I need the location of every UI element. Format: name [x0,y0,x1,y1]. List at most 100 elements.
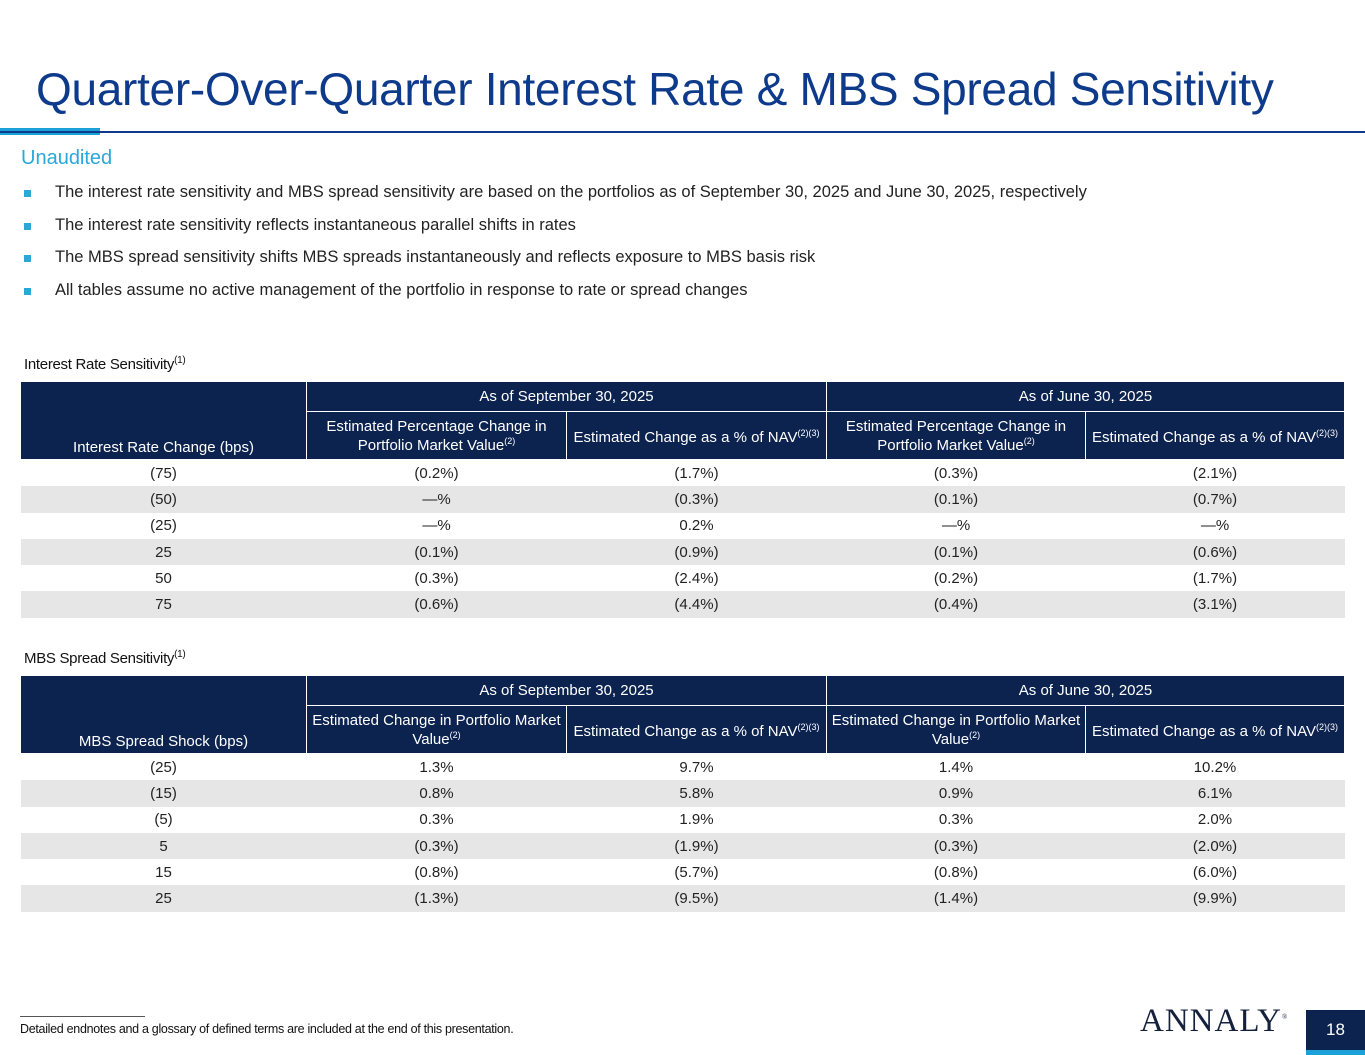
page-title: Quarter-Over-Quarter Interest Rate & MBS… [36,63,1274,115]
column-header-sup: (2) [449,729,461,740]
table-row: 25 (0.1%) (0.9%) (0.1%) (0.6%) [20,538,1345,566]
interest-rate-table-label: Interest Rate Sensitivity(1) [24,355,186,373]
value-cell: (1.9%) [566,832,827,860]
value-cell: 0.3% [938,811,974,829]
table-row: 50 (0.3%) (2.4%) (0.2%) (1.7%) [21,565,1345,591]
value-cell: 9.7% [679,758,714,776]
annaly-logo: ANNALY® [1140,1003,1289,1039]
value-cell: (0.9%) [566,538,827,566]
table-row: 15 (0.8%) (5.7%) (0.8%) (6.0%) [21,859,1345,885]
column-header-sup: (2) [1023,435,1035,446]
value-cell: (9.5%) [566,885,827,912]
value-cell: (6.0%) [1192,863,1238,881]
shock-cell: 15 [155,863,172,881]
table-row: (15) 0.8% 5.8% 0.9% 6.1% [20,780,1345,807]
row-header: MBS Spread Shock (bps) [20,675,307,754]
page-number: 18 [1306,1010,1365,1055]
column-header: Estimated Change as a % of NAV(2)(3) [566,411,827,460]
bullet-list: The interest rate sensitivity and MBS sp… [22,183,1087,313]
period-header: As of June 30, 2025 [826,675,1345,706]
table-row: (25) 1.3% 9.7% 1.4% 10.2% [21,754,1345,781]
period-header: As of September 30, 2025 [306,381,827,412]
value-cell: 1.9% [679,811,714,829]
mbs-spread-sensitivity-table: MBS Spread Shock (bps) As of September 30… [20,675,1345,912]
table-row: 5 (0.3%) (1.9%) (0.3%) (2.0%) [20,832,1345,860]
bullet-square-icon [24,255,31,262]
value-cell: 0.2% [679,517,714,535]
value-cell: 0.9% [826,780,1086,807]
bullet-text: The interest rate sensitivity and MBS sp… [55,183,1087,201]
subtitle: Unaudited [21,147,113,169]
period-header: As of September 30, 2025 [306,675,827,706]
column-header-text: Estimated Change as a % of NAV [573,429,798,446]
shock-cell: 75 [20,591,307,618]
value-cell: (0.1%) [826,538,1086,566]
shock-cell: 5 [20,832,307,860]
value-cell: (2.1%) [1192,464,1238,482]
mbs-spread-table-label: MBS Spread Sensitivity(1) [24,649,186,667]
value-cell: (0.6%) [1085,538,1345,566]
bullet-text: All tables assume no active management o… [55,280,748,299]
bullet-text: The interest rate sensitivity reflects i… [55,215,576,234]
column-header-text: Estimated Change as a % of NAV [573,723,798,740]
value-cell: (0.3%) [826,832,1086,860]
value-cell: (2.4%) [674,569,719,587]
value-cell: 0.3% [419,811,454,829]
bullet-item: The MBS spread sensitivity shifts MBS sp… [22,248,1087,281]
period-header: As of June 30, 2025 [826,381,1345,412]
shock-cell: 50 [155,569,172,587]
shock-cell: 25 [20,538,307,566]
column-header: Estimated Percentage Change in Portfolio… [826,411,1086,460]
interest-rate-sensitivity-table: Interest Rate Change (bps) As of Septembe… [20,381,1345,618]
header-row: Estimated Percentage Change in Portfolio… [21,411,1345,460]
shock-cell: (5) [154,811,173,829]
title-rule [0,131,1365,133]
column-header: Estimated Change as a % of NAV(2)(3) [566,705,827,754]
value-cell: 5.8% [566,780,827,807]
header-row: MBS Spread Shock (bps) As of September 30… [20,675,1345,754]
value-cell: (9.9%) [1085,885,1345,912]
value-cell: —% [422,517,451,535]
table-row: (25) —% 0.2% —% —% [21,513,1345,539]
logo-text: ANNALY [1140,1003,1283,1039]
column-header-text: Estimated Change in Portfolio Market Val… [831,711,1081,748]
value-cell: (0.7%) [1085,486,1345,513]
column-header-sup: (2)(3) [1316,428,1338,438]
header-row: Estimated Change in Portfolio Market Val… [21,705,1345,754]
header-row: Interest Rate Change (bps) As of Septembe… [20,381,1345,460]
column-header-sup: (2)(3) [797,428,820,438]
shock-cell: 25 [20,885,307,912]
shock-cell: (25) [150,758,177,776]
value-cell: —% [941,517,971,535]
value-cell: (0.8%) [933,863,979,881]
bullet-square-icon [24,287,31,295]
label-text: MBS Spread Sensitivity [24,650,175,667]
value-cell: (5.7%) [674,863,719,881]
value-cell: 2.0% [1197,811,1233,829]
label-sup: (1) [174,355,186,366]
value-cell: (0.8%) [414,863,459,881]
table-row: 25 (1.3%) (9.5%) (1.4%) (9.9%) [20,885,1345,912]
value-cell: (4.4%) [566,591,827,618]
label-sup: (1) [174,649,186,660]
bullet-square-icon [24,190,31,197]
value-cell: 1.4% [938,758,974,776]
column-header-text: Estimated Change as a % of NAV [1091,723,1316,740]
value-cell: (0.3%) [566,486,827,513]
value-cell: (0.4%) [826,591,1086,618]
footnote-rule [20,1016,145,1017]
value-cell: (1.7%) [1192,569,1238,587]
column-header: Estimated Percentage Change in Portfolio… [306,411,567,460]
value-cell: (0.3%) [933,464,979,482]
column-header-text: Estimated Percentage Change in Portfolio… [845,417,1067,454]
column-header-sup: (2)(3) [797,722,820,732]
bullet-item: All tables assume no active management o… [22,281,1087,314]
bullet-item: The interest rate sensitivity and MBS sp… [22,183,1087,216]
value-cell: (0.3%) [306,832,567,860]
label-text: Interest Rate Sensitivity [24,356,175,373]
bullet-item: The interest rate sensitivity reflects i… [22,216,1087,249]
table-row: (75) (0.2%) (1.7%) (0.3%) (2.1%) [21,460,1345,487]
value-cell: 6.1% [1085,780,1345,807]
column-header: Estimated Change as a % of NAV(2)(3) [1085,411,1345,460]
value-cell: (3.1%) [1085,591,1345,618]
